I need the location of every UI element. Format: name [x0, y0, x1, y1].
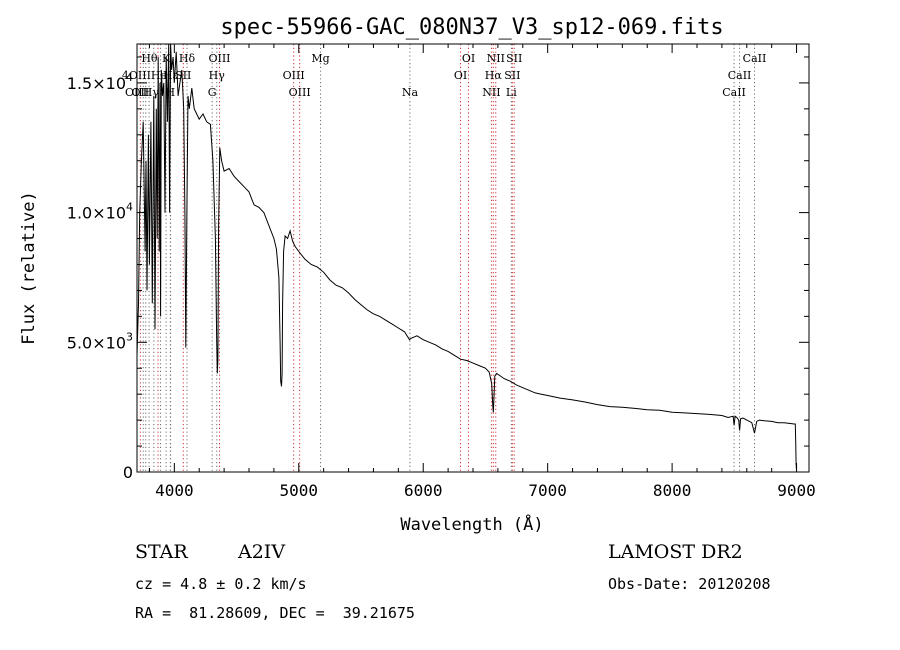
line-marker-label: Na [402, 86, 419, 99]
line-marker-label: NII [487, 52, 505, 65]
line-marker-label: Hγ [209, 69, 226, 82]
plot-frame [136, 43, 810, 473]
line-marker-label: CaII [722, 86, 746, 99]
x-tick-label: 9000 [777, 481, 816, 500]
line-marker-label: Hα [485, 69, 503, 82]
line-marker-label: G [208, 86, 217, 99]
line-marker-label: Mg [311, 52, 329, 65]
x-axis-label: Wavelength (Å) [400, 513, 543, 535]
line-marker-label: CaII [728, 69, 752, 82]
line-marker-label: OIII [289, 86, 311, 99]
line-marker-label: Hθ [141, 52, 158, 65]
x-tick-label: 4000 [155, 481, 194, 500]
redshift-text: cz = 4.8 ± 0.2 km/s [135, 575, 307, 593]
x-tick-label: 6000 [404, 481, 443, 500]
line-marker-label: OI [462, 52, 475, 65]
x-axis-ticks: 4000 5000 6000 7000 8000 9000 [148, 44, 816, 500]
line-marker-label: OIII [208, 52, 230, 65]
line-marker-label: SII [506, 52, 522, 65]
y-tick-label: 1.0×104 [67, 201, 133, 223]
y-axis-ticks: 0 5.0×103 1.0×104 1.5×104 [67, 56, 809, 482]
line-marker-label: OIIHγ [125, 86, 159, 99]
line-marker-label: CaII [743, 52, 767, 65]
line-marker-label: OII [132, 86, 150, 99]
line-marker-label: 4OIIIHe [122, 69, 167, 82]
spectral-line-labels: OIIKHHεSIIHδGHγOIIIOIIIOIIIMgNaOIOINIIHα… [122, 52, 766, 99]
x-tick-label: 8000 [653, 481, 692, 500]
line-marker-label: SII [504, 69, 520, 82]
line-marker-label: Hδ [179, 52, 196, 65]
object-class: STAR [135, 541, 188, 563]
y-axis-label: Flux (relative) [19, 191, 39, 345]
chart-title: spec-55966-GAC_080N37_V3_sp12-069.fits [220, 15, 723, 40]
y-tick-label: 0 [123, 463, 133, 482]
line-marker-label: OIII [283, 69, 305, 82]
line-marker-label: NII [482, 86, 500, 99]
line-marker-label: OI [454, 69, 467, 82]
x-tick-label: 7000 [528, 481, 567, 500]
coordinates-text: RA = 81.28609, DEC = 39.21675 [135, 604, 415, 622]
obs-date-text: Obs-Date: 20120208 [608, 575, 771, 593]
spectral-line-markers [139, 44, 755, 472]
survey-label: LAMOST DR2 [608, 541, 743, 563]
spectrum-line [136, 43, 798, 473]
line-marker-label: Li [506, 86, 517, 99]
y-tick-label: 1.5×104 [67, 71, 133, 93]
line-marker-label: SII [175, 69, 191, 82]
object-subclass: A2IV [238, 541, 286, 563]
y-tick-label: 5.0×103 [67, 330, 133, 352]
x-tick-label: 5000 [280, 481, 319, 500]
